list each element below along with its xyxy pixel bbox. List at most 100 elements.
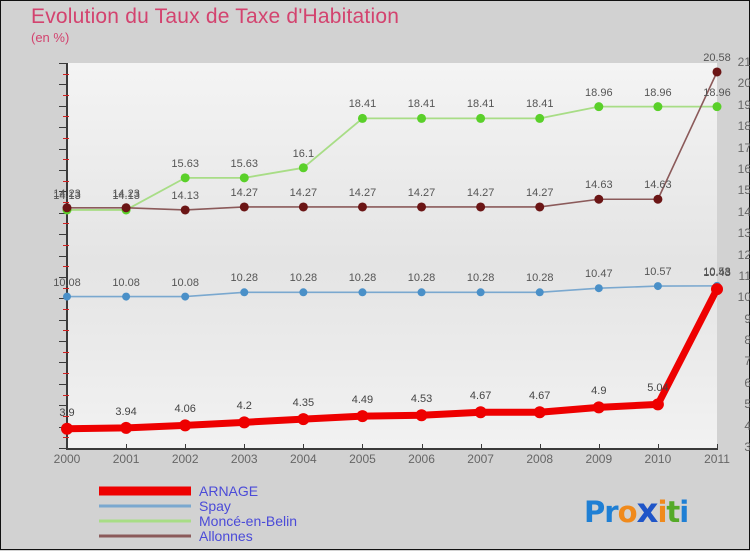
y-tick-label: 10 — [737, 290, 750, 305]
x-tick — [67, 444, 68, 450]
data-point-label: 14.23 — [53, 187, 81, 200]
y-tick — [59, 234, 68, 236]
data-point-label: 14.27 — [289, 186, 318, 199]
data-point-label: 18.96 — [644, 86, 672, 99]
x-tick-label: 2006 — [408, 452, 435, 466]
data-point-label: 18.96 — [585, 86, 613, 99]
data-point-label: 5.04 — [647, 382, 669, 395]
y-tick-label: 14 — [737, 204, 750, 219]
y-tick — [59, 383, 68, 385]
y-tick-label: 3 — [744, 440, 750, 454]
y-tick-minor — [63, 116, 69, 118]
x-tick — [421, 444, 423, 450]
data-point-label: 14.27 — [407, 186, 436, 199]
x-tick-label: 2000 — [53, 452, 81, 466]
data-point — [239, 173, 249, 183]
data-point-label: 14.27 — [525, 186, 554, 199]
data-point-label: 20.58 — [703, 51, 731, 64]
data-point-label: 10.58 — [703, 265, 731, 278]
y-tick-minor — [63, 330, 69, 332]
logo-char: P — [584, 495, 605, 529]
legend-swatch — [99, 534, 191, 537]
data-point-label: 18.41 — [407, 98, 436, 111]
data-point — [711, 283, 723, 296]
logo-char: i — [657, 495, 667, 529]
chart-unit-subtitle: (en %) — [31, 30, 70, 45]
data-point — [63, 292, 71, 301]
data-point — [297, 413, 310, 426]
data-point-label: 18.41 — [466, 98, 495, 111]
data-point-label: 14.13 — [112, 189, 140, 202]
y-tick-label: 6 — [744, 375, 750, 390]
data-point-label: 10.43 — [703, 267, 731, 280]
y-tick — [59, 298, 68, 300]
data-point-label: 10.28 — [525, 272, 554, 285]
data-point — [121, 203, 131, 213]
data-point — [240, 288, 249, 297]
data-point-label: 15.63 — [230, 157, 259, 170]
y-tick-minor — [63, 202, 69, 204]
y-tick-label: 12 — [737, 247, 750, 262]
data-point — [594, 102, 604, 112]
series-line — [66, 285, 718, 298]
data-point-label: 4.06 — [174, 403, 196, 416]
y-tick-minor — [63, 415, 69, 417]
data-point — [592, 401, 605, 414]
series-line — [63, 285, 721, 433]
data-point-label: 10.08 — [112, 276, 140, 289]
data-point-label: 10.08 — [53, 276, 81, 289]
y-tick — [59, 63, 68, 64]
y-tick-label: 18 — [737, 119, 750, 134]
y-tick-label: 15 — [737, 183, 750, 198]
data-point — [180, 173, 190, 183]
data-point — [181, 292, 190, 301]
x-tick — [126, 444, 128, 450]
y-tick — [59, 319, 68, 321]
x-tick — [185, 444, 187, 450]
y-tick-label: 17 — [737, 140, 750, 155]
data-point — [535, 113, 545, 123]
y-tick-minor — [63, 73, 69, 75]
data-point — [474, 406, 487, 419]
x-tick-label: 2001 — [112, 452, 140, 466]
y-tick-minor — [63, 180, 69, 182]
data-point-label: 14.13 — [53, 189, 81, 202]
y-tick-label: 21 — [737, 55, 750, 69]
data-point — [356, 410, 369, 423]
data-point-label: 4.67 — [469, 390, 492, 403]
data-point-label: 4.67 — [529, 390, 551, 403]
legend-label: ARNAGE — [199, 482, 259, 499]
y-tick-label: 20 — [737, 76, 750, 91]
x-tick — [717, 444, 718, 450]
y-tick — [59, 127, 68, 129]
y-tick-label: 7 — [744, 354, 750, 369]
data-point — [653, 102, 663, 112]
x-tick-label: 2003 — [230, 452, 258, 466]
y-tick-minor — [63, 244, 69, 246]
data-point — [476, 202, 486, 212]
y-tick — [59, 448, 68, 449]
y-tick — [59, 169, 68, 171]
legend-swatch — [99, 519, 191, 522]
data-point — [533, 406, 546, 419]
y-tick-minor — [63, 95, 69, 97]
logo-char: r — [604, 495, 618, 529]
x-tick — [539, 444, 541, 450]
y-tick-minor — [63, 373, 69, 375]
y-tick-label: 8 — [744, 333, 750, 348]
data-point-label: 4.9 — [591, 385, 607, 398]
y-tick — [59, 105, 68, 107]
data-point-label: 18.41 — [348, 98, 377, 111]
data-point-label: 10.08 — [171, 276, 199, 289]
x-tick — [480, 444, 482, 450]
y-tick-minor — [63, 437, 69, 439]
logo-char: t — [666, 495, 680, 529]
data-point — [415, 409, 428, 422]
data-point-label: 15.63 — [171, 157, 199, 170]
y-tick — [59, 341, 68, 343]
legend-label: Allonnes — [199, 527, 253, 544]
data-point-label: 4.35 — [292, 397, 315, 410]
data-point — [476, 113, 486, 123]
page-title: Evolution du Taux de Taxe d'Habitation — [31, 5, 400, 28]
data-point — [594, 284, 603, 293]
